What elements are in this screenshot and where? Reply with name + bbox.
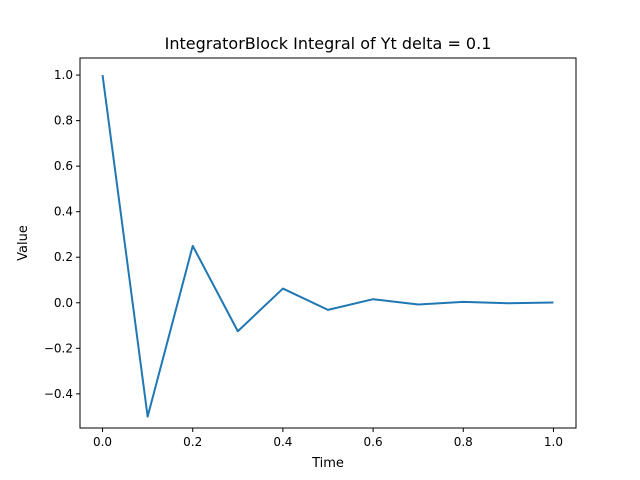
- chart-title: IntegratorBlock Integral of Yt delta = 0…: [165, 34, 492, 53]
- x-tick-label: 0.0: [93, 435, 112, 449]
- y-axis-label: Value: [16, 225, 31, 261]
- series-line: [101, 74, 554, 418]
- y-tick-label: 0.0: [54, 296, 73, 310]
- y-tick-label: 0.6: [54, 159, 73, 173]
- x-tick-label: 0.2: [183, 435, 202, 449]
- x-axis: 0.0 0.2 0.4 0.6 0.8 1.0: [93, 428, 563, 449]
- x-axis-label: Time: [311, 456, 344, 471]
- y-tick-label: 0.4: [54, 205, 73, 219]
- y-tick-label: 1.0: [54, 68, 73, 82]
- y-axis: −0.4 −0.2 0.0 0.2 0.4 0.6 0.8 1.0: [44, 68, 80, 401]
- x-tick-label: 0.8: [454, 435, 473, 449]
- x-tick-label: 0.6: [364, 435, 383, 449]
- x-tick-label: 1.0: [544, 435, 563, 449]
- y-tick-label: −0.4: [44, 387, 73, 401]
- x-tick-label: 0.4: [273, 435, 292, 449]
- y-tick-label: 0.8: [54, 114, 73, 128]
- y-tick-label: −0.2: [44, 341, 73, 355]
- y-tick-label: 0.2: [54, 250, 73, 264]
- axes-frame: [79, 57, 577, 429]
- plot-area: [101, 74, 554, 418]
